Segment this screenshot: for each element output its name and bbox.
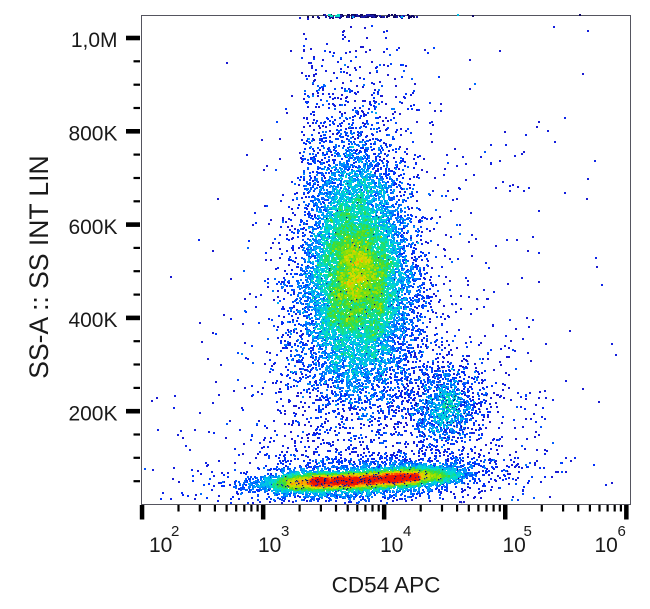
svg-text:6: 6 bbox=[618, 523, 626, 540]
svg-text:10: 10 bbox=[258, 534, 281, 557]
svg-text:800K: 800K bbox=[68, 123, 117, 146]
svg-text:10: 10 bbox=[149, 534, 172, 557]
svg-text:SS-A :: SS INT LIN: SS-A :: SS INT LIN bbox=[24, 155, 54, 378]
svg-text:10: 10 bbox=[380, 534, 403, 557]
svg-text:4: 4 bbox=[403, 523, 411, 540]
svg-text:600K: 600K bbox=[68, 216, 117, 239]
svg-text:CD54 APC: CD54 APC bbox=[332, 573, 441, 598]
svg-text:400K: 400K bbox=[68, 309, 117, 332]
svg-text:200K: 200K bbox=[68, 402, 117, 425]
svg-text:10: 10 bbox=[595, 534, 618, 557]
svg-text:1,0M: 1,0M bbox=[71, 29, 118, 52]
svg-text:10: 10 bbox=[503, 534, 526, 557]
svg-text:2: 2 bbox=[171, 523, 179, 540]
svg-text:3: 3 bbox=[281, 523, 289, 540]
svg-text:5: 5 bbox=[524, 523, 532, 540]
